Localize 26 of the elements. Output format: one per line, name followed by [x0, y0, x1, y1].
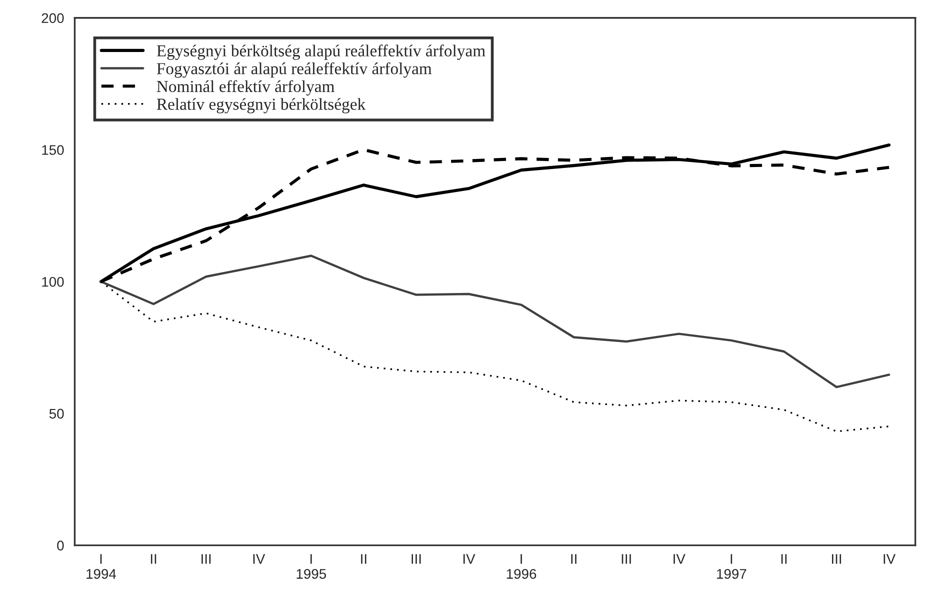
- x-tick-label: I 1994: [86, 554, 116, 579]
- legend-label: Egységnyi bérköltség alapú reáleffektív árfolyam: [156, 44, 486, 60]
- x-tick-label: II: [150, 554, 156, 564]
- legend-label: Relatív egységnyi bérköltségek: [156, 98, 366, 114]
- y-tick-label: 50: [49, 408, 64, 419]
- x-tick-label: IV: [253, 554, 266, 564]
- x-tick-label: IV: [674, 554, 686, 564]
- x-tick-label: II: [571, 554, 576, 564]
- x-tick-label: III: [202, 554, 211, 564]
- y-tick-label: 100: [42, 276, 64, 287]
- legend-label: Nominál effektív árfolyam: [156, 80, 334, 96]
- y-tick-label: 0: [57, 540, 64, 551]
- x-tick-label: III: [412, 554, 421, 564]
- y-tick-label: 150: [42, 145, 64, 155]
- x-tick-label: IV: [463, 554, 476, 564]
- x-tick-label: I 1997: [717, 554, 746, 579]
- x-tick-label: IV: [884, 554, 896, 564]
- x-tick-label: III: [622, 554, 631, 564]
- legend-label: Fogyasztói ár alapú reáleffektív árfolyam: [156, 62, 432, 78]
- x-tick-label: II: [781, 554, 787, 564]
- x-tick-label: I 1995: [296, 554, 326, 579]
- x-tick-label: II: [361, 554, 366, 564]
- x-tick-label: I 1996: [506, 554, 536, 579]
- y-tick-label: 200: [42, 13, 64, 24]
- line-series: [100, 254, 890, 388]
- x-tick-label: III: [832, 554, 842, 564]
